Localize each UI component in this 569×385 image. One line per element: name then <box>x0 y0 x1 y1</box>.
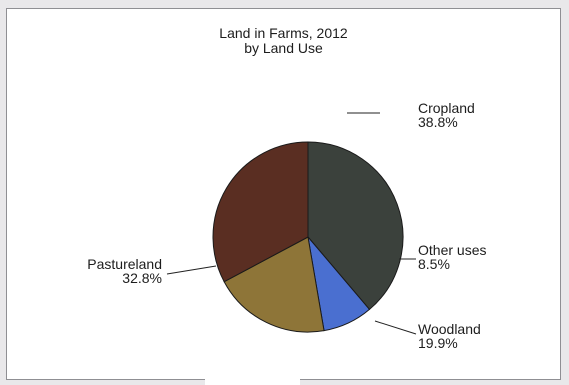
pie-slice-cropland <box>307 141 404 311</box>
slice-value-pastureland: 32.8% <box>122 270 162 286</box>
slice-value-woodland: 19.9% <box>418 335 458 351</box>
chart-title: Land in Farms, 2012 <box>219 25 348 41</box>
chart-title-block: Land in Farms, 2012 by Land Use <box>7 26 560 56</box>
slice-value-cropland: 38.8% <box>418 114 458 130</box>
slice-label-cropland: Cropland <box>418 100 475 116</box>
chart-subtitle: by Land Use <box>244 40 323 56</box>
slice-value-other-uses: 8.5% <box>418 256 450 272</box>
bottom-strip <box>205 379 300 385</box>
leader-line-pastureland <box>166 265 217 275</box>
slice-label-pastureland: Pastureland <box>87 256 162 272</box>
slice-label-other-uses: Other uses <box>418 242 486 258</box>
pie-slice-pastureland <box>212 141 309 283</box>
chart-frame: Land in Farms, 2012 by Land Use Cropland… <box>6 8 561 380</box>
pie-slice-woodland <box>223 236 325 333</box>
leader-line-woodland <box>374 320 417 335</box>
slice-label-woodland: Woodland <box>418 321 481 337</box>
